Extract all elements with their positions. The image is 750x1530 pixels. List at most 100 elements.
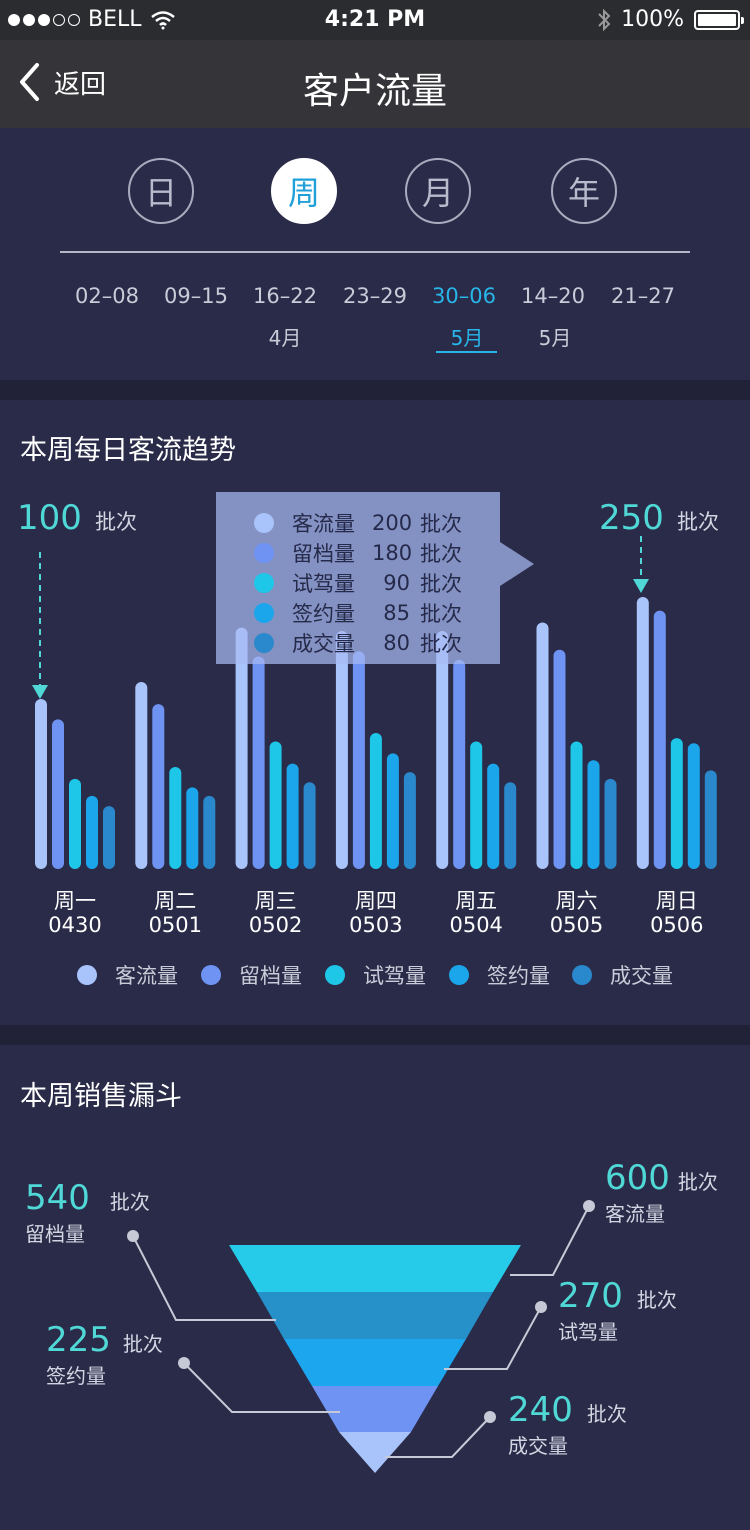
bar-1-1[interactable] <box>35 699 47 869</box>
funnel-unit: 批次 <box>677 1170 718 1194</box>
callout-left-arrowhead <box>32 685 48 699</box>
tooltip-unit: 批次 <box>420 632 462 656</box>
funnel-unit: 批次 <box>586 1402 627 1426</box>
tooltip-name: 成交量 <box>292 632 355 656</box>
tab-month[interactable]: 月 <box>405 158 471 224</box>
bar-6-4[interactable] <box>587 760 600 869</box>
x-tick-day: 周一 <box>54 889 96 913</box>
tab-year[interactable]: 年 <box>551 158 617 224</box>
leader-line <box>510 1205 590 1276</box>
tab-day-label: 日 <box>144 174 177 212</box>
bar-7-5[interactable] <box>704 770 717 869</box>
bar-2-2[interactable] <box>152 704 165 869</box>
funnel-name: 客流量 <box>605 1202 665 1226</box>
leader-line <box>385 1416 491 1458</box>
legend-item[interactable]: 留档量 <box>201 960 302 990</box>
bar-2-4[interactable] <box>186 787 199 869</box>
legend-dot <box>572 965 592 985</box>
tab-week[interactable]: 周 <box>271 158 337 224</box>
bar-7-1[interactable] <box>636 597 649 869</box>
funnel-layer-3 <box>284 1339 466 1386</box>
week-item[interactable]: 14–20 <box>521 284 585 308</box>
bar-6-5[interactable] <box>604 778 617 869</box>
tooltip-row: 客流量 200 批次 <box>254 508 462 538</box>
legend-label: 客流量 <box>115 964 178 988</box>
week-item[interactable]: 16–22 <box>253 284 317 308</box>
tooltip-value: 90 <box>383 571 410 595</box>
funnel-label-traffic: 600 批次 客流量 <box>605 1158 718 1227</box>
funnel-value: 600 <box>605 1158 670 1198</box>
tooltip-row: 留档量 180 批次 <box>254 538 462 568</box>
week-item[interactable]: 21–27 <box>611 284 675 308</box>
bar-6-3[interactable] <box>570 741 583 870</box>
legend-item[interactable]: 试驾量 <box>325 960 426 990</box>
bar-3-3[interactable] <box>269 741 282 870</box>
x-tick-date: 0501 <box>149 913 202 937</box>
bar-2-1[interactable] <box>135 682 148 869</box>
chart-legend: 客流量 留档量 试驾量 签约量 成交量 <box>0 960 750 990</box>
x-tick-day: 周三 <box>255 889 297 913</box>
bar-5-1[interactable] <box>436 631 449 869</box>
funnel-value: 270 <box>558 1276 623 1316</box>
wifi-icon <box>150 10 175 29</box>
selected-week-underline <box>436 351 497 353</box>
bar-3-2[interactable] <box>252 656 265 870</box>
back-button[interactable]: 返回 <box>18 62 106 102</box>
week-item[interactable]: 02–08 <box>75 284 139 308</box>
callout-right: 250 批次 <box>599 498 719 538</box>
leader-dot <box>484 1411 496 1423</box>
week-item[interactable]: 09–15 <box>164 284 228 308</box>
x-tick-day: 周日 <box>656 889 698 913</box>
bar-1-2[interactable] <box>52 719 64 869</box>
funnel-layer-2 <box>257 1292 493 1339</box>
carrier-area: BELL <box>8 7 176 32</box>
legend-dot <box>449 965 469 985</box>
legend-label: 留档量 <box>239 964 302 988</box>
legend-dot <box>77 965 97 985</box>
bar-6-2[interactable] <box>553 649 566 869</box>
x-tick-date: 0430 <box>48 913 101 937</box>
bar-4-4[interactable] <box>386 753 399 869</box>
funnel-value: 240 <box>508 1390 573 1430</box>
bluetooth-icon <box>598 8 611 31</box>
bar-6-1[interactable] <box>536 622 549 870</box>
bar-4-1[interactable] <box>335 631 348 869</box>
bar-7-2[interactable] <box>653 610 666 869</box>
bar-1-3[interactable] <box>69 778 81 869</box>
legend-item[interactable]: 客流量 <box>77 960 178 990</box>
funnel-unit: 批次 <box>122 1332 163 1356</box>
tab-day[interactable]: 日 <box>128 158 194 224</box>
bar-4-5[interactable] <box>403 772 416 869</box>
bar-7-3[interactable] <box>670 738 683 869</box>
period-selector: 日 周 月 年 02–08 09–15 16–22 23–29 30–06 14… <box>0 128 750 380</box>
bar-1-5[interactable] <box>103 806 115 869</box>
funnel-name: 成交量 <box>508 1434 568 1458</box>
tooltip-value: 85 <box>383 601 410 625</box>
bar-4-3[interactable] <box>369 733 382 869</box>
funnel-name: 试驾量 <box>558 1320 618 1344</box>
bar-5-5[interactable] <box>504 782 517 869</box>
bar-3-4[interactable] <box>286 763 299 869</box>
week-item-selected[interactable]: 30–06 <box>432 284 496 308</box>
bar-3-5[interactable] <box>303 782 316 869</box>
trend-title: 本周每日客流趋势 <box>20 435 236 466</box>
tooltip-dot <box>254 543 274 563</box>
bar-5-4[interactable] <box>487 763 500 869</box>
bar-3-1[interactable] <box>235 627 248 869</box>
bar-2-5[interactable] <box>203 795 216 869</box>
callout-left-unit: 批次 <box>95 510 137 534</box>
bar-1-4[interactable] <box>86 795 98 869</box>
bar-2-3[interactable] <box>169 767 182 869</box>
leader-dot <box>127 1230 139 1242</box>
bar-5-2[interactable] <box>453 659 466 869</box>
bar-5-3[interactable] <box>470 741 483 870</box>
week-item[interactable]: 23–29 <box>343 284 407 308</box>
callout-left-value: 100 <box>17 498 82 538</box>
bar-7-4[interactable] <box>687 743 700 869</box>
legend-item[interactable]: 签约量 <box>449 960 550 990</box>
nav-bar: 返回 客户流量 <box>0 40 750 128</box>
legend-item[interactable]: 成交量 <box>572 960 673 990</box>
bar-4-2[interactable] <box>352 651 365 869</box>
leader-dot <box>535 1301 547 1313</box>
